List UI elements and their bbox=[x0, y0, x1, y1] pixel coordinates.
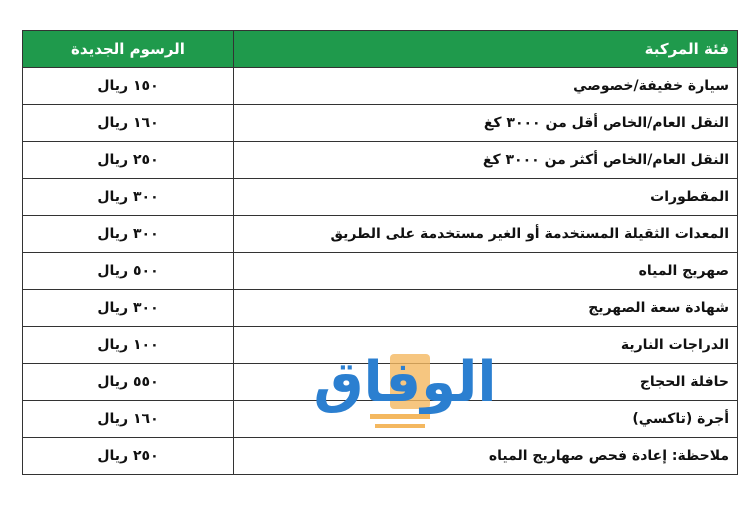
table-row: الدراجات النارية ١٠٠ ريال bbox=[22, 326, 738, 364]
watermark-accent-square bbox=[390, 354, 430, 409]
table-body: سيارة خفيفة/خصوصي ١٥٠ ريال النقل العام/الخ… bbox=[22, 67, 738, 475]
fee-value: ٣٠٠ ريال bbox=[22, 215, 234, 253]
table-row: سيارة خفيفة/خصوصي ١٥٠ ريال bbox=[22, 67, 738, 105]
fee-value: ١٠٠ ريال bbox=[22, 326, 234, 364]
watermark-text: الوفاق bbox=[313, 350, 497, 415]
vehicle-category: شهادة سعة الصهريج bbox=[233, 289, 738, 327]
vehicle-category: النقل العام/الخاص أكثر من ٣٠٠٠ كغ bbox=[233, 141, 738, 179]
table-row: النقل العام/الخاص أكثر من ٣٠٠٠ كغ ٢٥٠ ريا… bbox=[22, 141, 738, 179]
table-row: المقطورات ٣٠٠ ريال bbox=[22, 178, 738, 216]
table-header-row: فئة المركبة الرسوم الجديدة bbox=[22, 30, 738, 68]
vehicle-category: المعدات الثقيلة المستخدمة أو الغير مستخد… bbox=[233, 215, 738, 253]
vehicle-category: المقطورات bbox=[233, 178, 738, 216]
fee-value: ٣٠٠ ريال bbox=[22, 289, 234, 327]
vehicle-category: النقل العام/الخاص أقل من ٣٠٠٠ كغ bbox=[233, 104, 738, 142]
header-category: فئة المركبة bbox=[233, 30, 738, 68]
fee-value: ١٥٠ ريال bbox=[22, 67, 234, 105]
fee-value: ٣٠٠ ريال bbox=[22, 178, 234, 216]
watermark-underline-2 bbox=[375, 424, 425, 428]
table-row: صهريج المياه ٥٠٠ ريال bbox=[22, 252, 738, 290]
fees-table: فئة المركبة الرسوم الجديدة سيارة خفيفة/خ… bbox=[22, 30, 738, 475]
table-row: النقل العام/الخاص أقل من ٣٠٠٠ كغ ١٦٠ ريال bbox=[22, 104, 738, 142]
watermark-underline bbox=[370, 414, 430, 419]
watermark-logo: الوفاق bbox=[290, 348, 520, 428]
table-row: شهادة سعة الصهريج ٣٠٠ ريال bbox=[22, 289, 738, 327]
fee-value: ٢٥٠ ريال bbox=[22, 141, 234, 179]
vehicle-category: ملاحظة: إعادة فحص صهاريج المياه bbox=[233, 437, 738, 475]
fee-value: ١٦٠ ريال bbox=[22, 104, 234, 142]
fee-value: ٥٠٠ ريال bbox=[22, 252, 234, 290]
fee-value: ٢٥٠ ريال bbox=[22, 437, 234, 475]
vehicle-category: سيارة خفيفة/خصوصي bbox=[233, 67, 738, 105]
vehicle-category: صهريج المياه bbox=[233, 252, 738, 290]
header-fee: الرسوم الجديدة bbox=[22, 30, 234, 68]
fee-value: ٥٥٠ ريال bbox=[22, 363, 234, 401]
table-row: المعدات الثقيلة المستخدمة أو الغير مستخد… bbox=[22, 215, 738, 253]
table-row: ملاحظة: إعادة فحص صهاريج المياه ٢٥٠ ريال bbox=[22, 437, 738, 475]
fee-value: ١٦٠ ريال bbox=[22, 400, 234, 438]
